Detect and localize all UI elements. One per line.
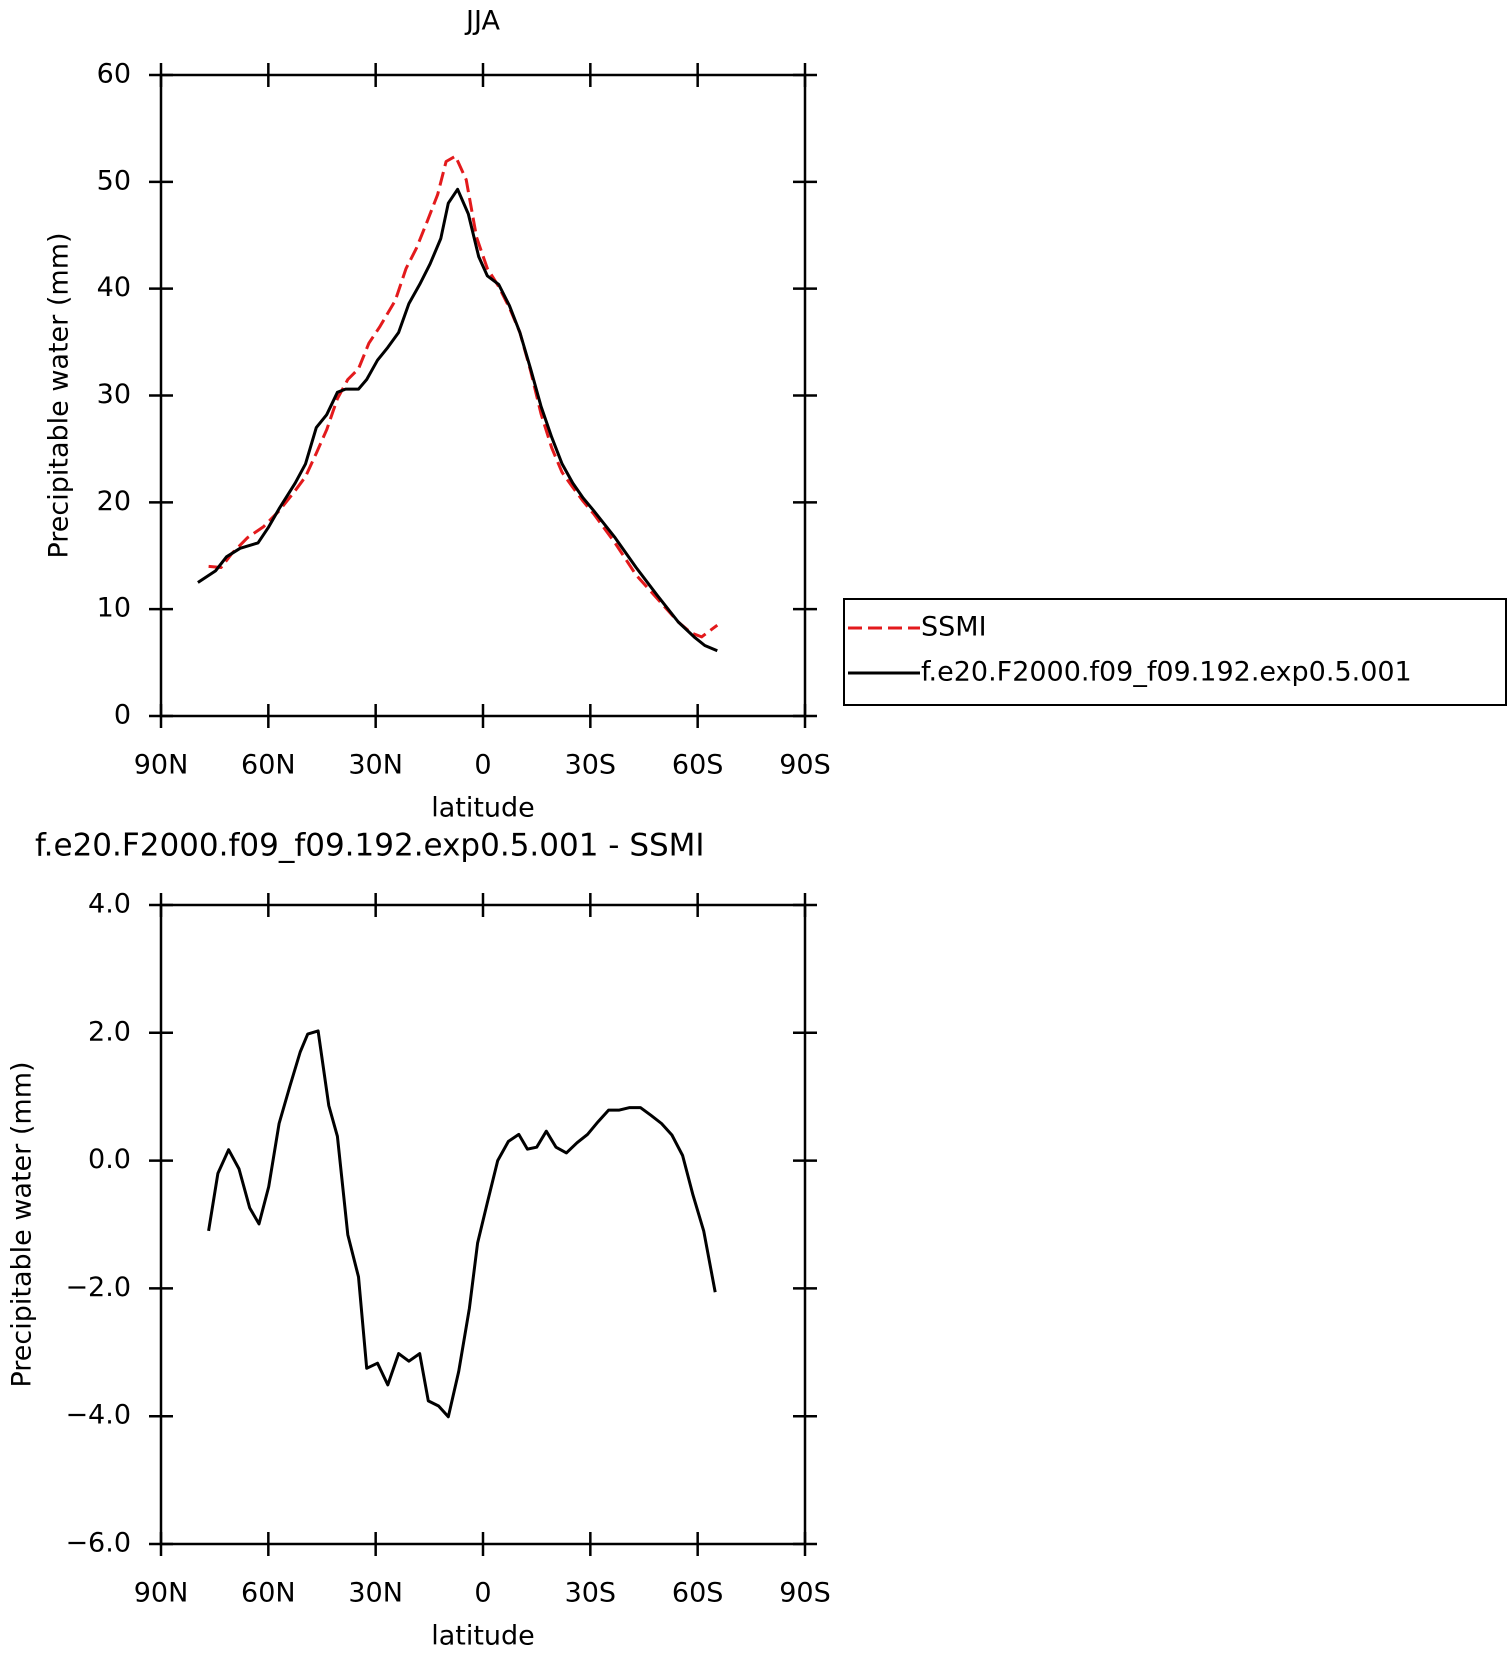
- x-axis-label: latitude: [431, 793, 535, 824]
- x-tick-label: 30N: [348, 750, 403, 781]
- plot-frame: [159, 73, 807, 718]
- series-line: [208, 154, 719, 639]
- chart-title: JJA: [464, 6, 500, 37]
- y-tick-label: 0: [114, 700, 131, 731]
- y-tick-label: 20: [97, 486, 131, 517]
- x-tick-label: 60N: [241, 750, 296, 781]
- y-tick-label: 10: [97, 593, 131, 624]
- chart-title: f.e20.F2000.f09_f09.192.exp0.5.001 - SSM…: [35, 828, 705, 864]
- y-tick-label: 30: [97, 379, 131, 410]
- y-axis-label: Precipitable water (mm): [44, 232, 75, 558]
- x-tick-label: 90S: [779, 750, 831, 781]
- y-tick-label: 2.0: [88, 1016, 131, 1047]
- x-tick-label: 60S: [672, 750, 724, 781]
- x-tick-label: 0: [474, 750, 491, 781]
- y-tick-label: 4.0: [88, 889, 131, 920]
- y-tick-label: 0.0: [88, 1144, 131, 1175]
- x-tick-label: 90N: [134, 750, 189, 781]
- x-tick-label: 90S: [779, 1578, 831, 1609]
- x-tick-label: 30S: [565, 750, 617, 781]
- y-tick-label: 40: [97, 272, 131, 303]
- y-tick-label: −6.0: [65, 1528, 131, 1559]
- y-tick-label: 60: [97, 59, 131, 90]
- x-tick-label: 60N: [241, 1578, 296, 1609]
- x-tick-label: 30S: [565, 1578, 617, 1609]
- y-tick-label: 50: [97, 165, 131, 196]
- legend-label: f.e20.F2000.f09_f09.192.exp0.5.001: [921, 657, 1412, 688]
- series-line: [207, 1029, 717, 1419]
- y-axis-label: Precipitable water (mm): [7, 1061, 38, 1387]
- x-axis-label: latitude: [431, 1621, 535, 1652]
- series-line: [197, 187, 718, 653]
- x-tick-label: 0: [474, 1578, 491, 1609]
- legend-box: [843, 598, 1507, 706]
- y-tick-label: −4.0: [65, 1400, 131, 1431]
- x-tick-label: 90N: [134, 1578, 189, 1609]
- x-tick-label: 60S: [672, 1578, 724, 1609]
- x-tick-label: 30N: [348, 1578, 403, 1609]
- legend-label: SSMI: [921, 612, 987, 643]
- y-tick-label: −2.0: [65, 1272, 131, 1303]
